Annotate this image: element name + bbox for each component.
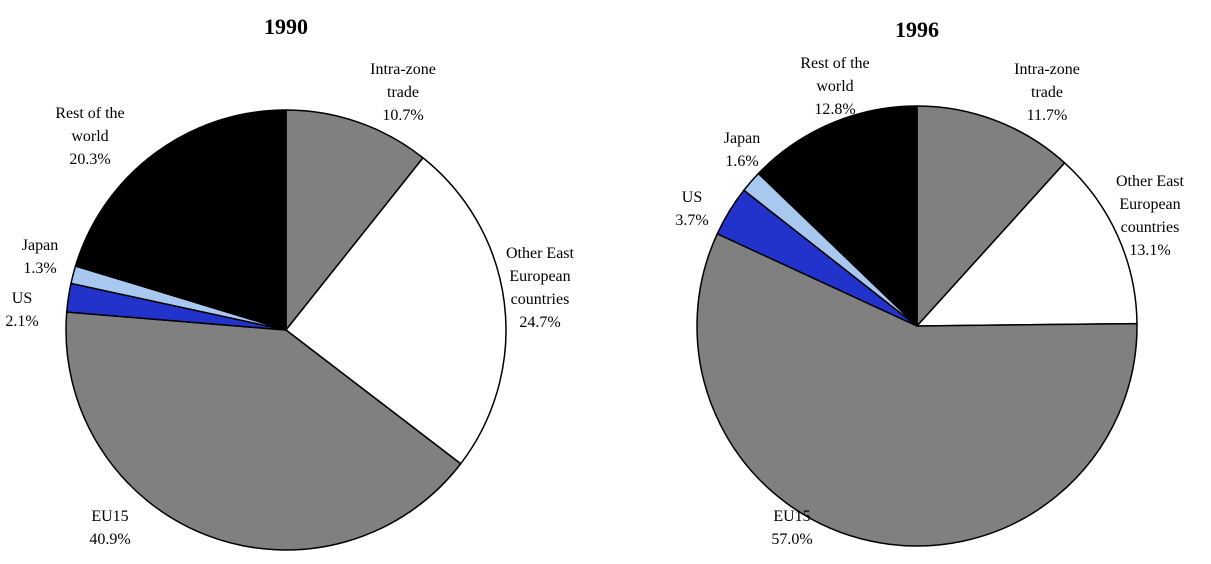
slice-name-label: Rest of the <box>55 105 124 122</box>
slice-label-eu15: EU15 57.0% <box>771 508 812 548</box>
slice-name-label: Intra-zone <box>370 61 436 78</box>
slice-label-eu15: EU15 40.9% <box>89 508 130 548</box>
slice-name-label: countries <box>511 291 570 308</box>
slice-label-intra-zone-trade: Intra-zone trade 11.7% <box>1014 61 1080 124</box>
slice-label-other-east-european-countries: Other East European countries 24.7% <box>506 245 575 331</box>
slice-name-label: Other East <box>1116 173 1185 190</box>
slice-label-japan: Japan 1.6% <box>724 130 760 170</box>
slice-name-label: Intra-zone <box>1014 61 1080 78</box>
pie-slice-intra-zone-trade <box>916 105 1066 327</box>
slice-name-label: world <box>816 78 853 95</box>
slice-value-label: 20.3% <box>69 151 110 168</box>
slice-name-label: world <box>71 128 108 145</box>
pie-chart-1996: 1996 Intra-zone trade 11.7% Other East Europ… <box>675 17 1184 548</box>
pie-slice-eu15 <box>65 311 462 551</box>
slice-name-label: Japan <box>22 237 58 254</box>
slice-name-label: European <box>1119 196 1180 213</box>
slice-name-label: US <box>682 189 702 206</box>
slice-value-label: 12.8% <box>814 101 855 118</box>
slice-label-japan: Japan 1.3% <box>22 237 58 277</box>
slice-label-us: US 3.7% <box>675 189 708 229</box>
slice-name-label: Other East <box>506 245 575 262</box>
pie-slice-rest-of-the-world <box>757 105 918 327</box>
slice-name-label: EU15 <box>773 508 810 525</box>
slice-value-label: 2.1% <box>5 313 38 330</box>
chart-title: 1996 <box>895 17 939 42</box>
slice-label-other-east-european-countries: Other East European countries 13.1% <box>1116 173 1185 259</box>
slice-name-label: Japan <box>724 130 760 147</box>
slice-label-intra-zone-trade: Intra-zone trade 10.7% <box>370 61 436 124</box>
slice-name-label: trade <box>1031 84 1063 101</box>
slice-value-label: 11.7% <box>1027 107 1068 124</box>
slice-name-label: Rest of the <box>800 55 869 72</box>
slice-value-label: 24.7% <box>519 314 560 331</box>
slice-value-label: 1.3% <box>23 260 56 277</box>
slice-name-label: US <box>12 290 32 307</box>
pie-chart-1990: 1990 Intra-zone trade 10.7% Other East Europ… <box>5 14 575 551</box>
slice-name-label: countries <box>1121 219 1180 236</box>
slice-name-label: European <box>509 268 570 285</box>
slice-name-label: EU15 <box>91 508 128 525</box>
slice-name-label: trade <box>387 84 419 101</box>
pie-slice-other-east-european-countries <box>285 157 507 465</box>
slice-value-label: 40.9% <box>89 531 130 548</box>
pie-slice-rest-of-the-world <box>74 109 287 331</box>
slice-label-rest-of-the-world: Rest of the world 20.3% <box>55 105 124 168</box>
slice-label-rest-of-the-world: Rest of the world 12.8% <box>800 55 869 118</box>
slice-label-us: US 2.1% <box>5 290 38 330</box>
slice-value-label: 13.1% <box>1129 242 1170 259</box>
slice-value-label: 57.0% <box>771 531 812 548</box>
pie-slice-intra-zone-trade <box>285 109 424 331</box>
slice-value-label: 10.7% <box>382 107 423 124</box>
slice-value-label: 3.7% <box>675 212 708 229</box>
slice-value-label: 1.6% <box>725 153 758 170</box>
pie-slice-other-east-european-countries <box>916 162 1138 327</box>
chart-title: 1990 <box>264 14 308 39</box>
pie-slice-eu15 <box>696 233 1138 547</box>
